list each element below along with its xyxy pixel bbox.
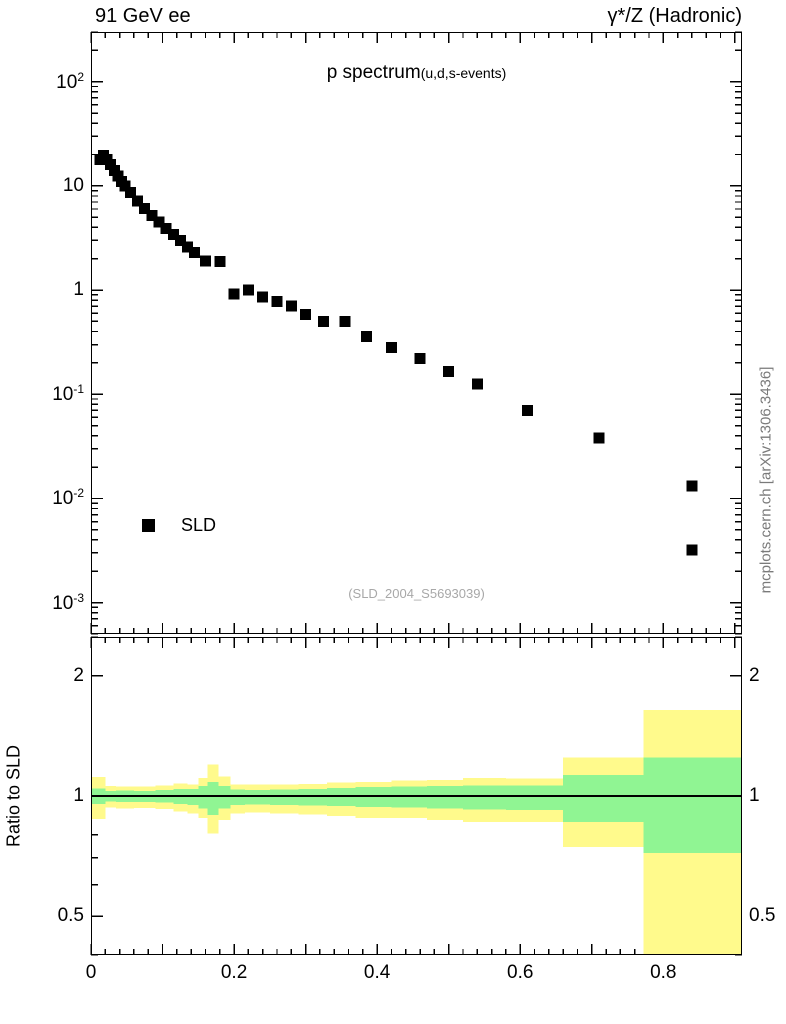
ratio-y-tick-label-left: 0.5 bbox=[57, 905, 84, 927]
main-y-tick-label: 10 bbox=[62, 174, 84, 196]
x-tick-label: 0 bbox=[85, 962, 97, 983]
beam-energy-label: 91 GeV ee bbox=[95, 5, 191, 27]
main-y-tick-label: 10-3 bbox=[52, 590, 84, 614]
ratio-plot-frame bbox=[91, 637, 742, 955]
main-y-tick-label: 10-1 bbox=[52, 382, 84, 406]
main-title-text: p spectrum bbox=[326, 62, 421, 83]
main-title-subtext: (u,d,s-events) bbox=[420, 65, 507, 81]
ratio-y-tick-label-left: 2 bbox=[73, 664, 84, 686]
ratio-y-tick-label-left: 1 bbox=[73, 785, 84, 806]
legend-marker-icon bbox=[142, 519, 155, 532]
x-tick-label: 0.6 bbox=[507, 962, 534, 983]
x-tick-label: 0.2 bbox=[220, 962, 248, 983]
ratio-y-tick-label-right: 2 bbox=[749, 664, 760, 686]
main-plot-frame bbox=[91, 32, 742, 634]
main-y-tick-label: 10-2 bbox=[52, 486, 84, 510]
x-tick-label: 0.4 bbox=[363, 962, 391, 983]
main-y-tick-label: 1 bbox=[73, 279, 84, 301]
main-y-axis-labels: 102 10 1 10-1 10-2 10-3 bbox=[0, 0, 84, 1024]
ratio-y-tick-label-right: 1 bbox=[749, 785, 760, 806]
mcplots-watermark: mcplots.cern.ch [arXiv:1306.3436] bbox=[757, 366, 775, 594]
main-y-tick-label: 102 bbox=[56, 69, 84, 93]
page-title: p spectrum(u,d,s-events) bbox=[91, 62, 742, 84]
analysis-id-label: (SLD_2004_S5693039) bbox=[348, 586, 485, 601]
legend: SLD bbox=[142, 515, 216, 536]
x-tick-label: 0.8 bbox=[650, 962, 677, 983]
ratio-y-tick-label-right: 0.5 bbox=[749, 905, 776, 927]
ratio-y-axis-labels: 2 1 0.5 bbox=[0, 0, 84, 1024]
legend-label-sld: SLD bbox=[181, 515, 217, 535]
ratio-axis-caption: Ratio to SLD bbox=[3, 744, 24, 848]
process-label: γ*/Z (Hadronic) bbox=[607, 5, 742, 27]
